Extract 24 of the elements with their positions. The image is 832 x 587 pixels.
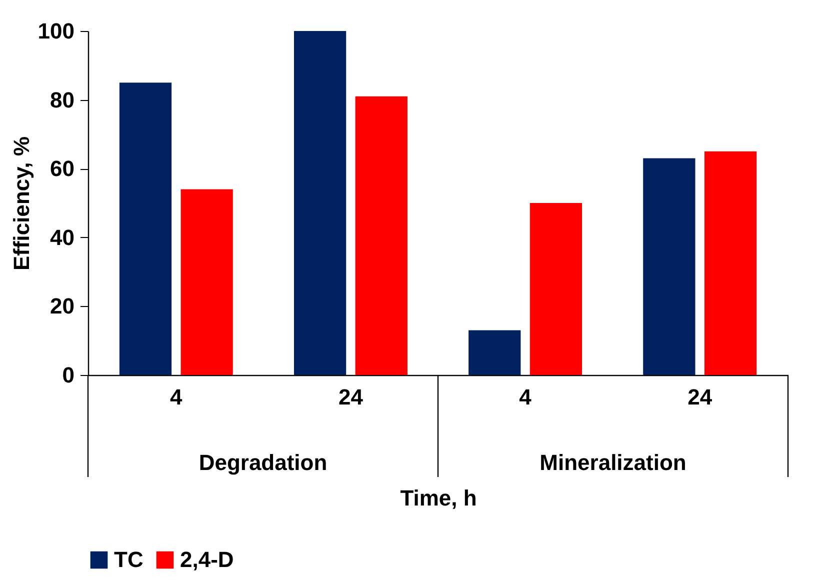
x-axis-title: Time, h [400,486,477,510]
bar [704,151,757,375]
text: Mineralization [540,450,686,475]
y-tick-label: 100 [38,18,74,44]
bar [468,330,521,375]
bar [530,203,582,375]
bar [643,158,696,375]
bar [355,96,408,375]
legend-label: 2,4-D [180,547,234,572]
y-axis-title: Efficiency, % [8,136,34,271]
bar [180,189,233,375]
y-tick-label: 60 [50,156,74,182]
y-tick-label: 0 [62,362,74,388]
x-tick-label: 24 [688,384,713,410]
x-tick-label: 4 [519,384,532,410]
legend-label: TC [114,547,144,572]
x-tick-label: 4 [170,384,184,410]
y-tick-label: 20 [50,294,74,319]
bar [294,31,346,375]
y-tick-label: 40 [50,224,74,250]
x-tick-label: 24 [338,384,364,410]
text: Degradation [198,450,328,475]
y-tick-label: 80 [50,87,74,112]
bar [119,82,172,375]
